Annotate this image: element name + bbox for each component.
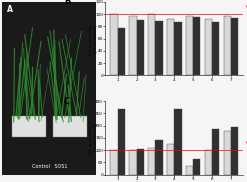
Bar <box>167 19 174 75</box>
Bar <box>118 27 125 75</box>
Text: Control   SOS1: Control SOS1 <box>32 164 67 169</box>
Y-axis label: Salt stress index II
[% of control]: Salt stress index II [% of control] <box>89 120 97 156</box>
Text: B: B <box>64 0 70 6</box>
Bar <box>129 16 137 75</box>
Text: A: A <box>7 5 13 14</box>
Text: ● Control (100%): ● Control (100%) <box>246 141 247 145</box>
Bar <box>110 150 118 175</box>
Bar <box>129 150 137 175</box>
Bar <box>110 14 118 75</box>
FancyBboxPatch shape <box>12 116 45 137</box>
Bar <box>205 19 212 75</box>
Text: ● Control (100%): ● Control (100%) <box>246 5 247 9</box>
Bar <box>174 22 182 75</box>
Bar <box>193 159 200 175</box>
Bar <box>224 130 231 175</box>
Bar <box>224 16 231 75</box>
Bar <box>193 17 200 75</box>
Bar <box>205 150 212 175</box>
Bar <box>186 166 193 175</box>
Bar <box>148 14 155 75</box>
Bar <box>231 18 238 75</box>
Bar <box>155 140 163 175</box>
Bar <box>174 108 182 175</box>
Bar <box>212 129 219 175</box>
Bar <box>186 16 193 75</box>
Bar <box>148 148 155 175</box>
Bar <box>155 21 163 75</box>
FancyBboxPatch shape <box>53 116 87 137</box>
Y-axis label: Salt stress index I
[% of control]: Salt stress index I [% of control] <box>89 21 98 56</box>
Bar <box>137 20 144 75</box>
Bar <box>167 144 174 175</box>
Bar <box>231 127 238 175</box>
Bar <box>137 149 144 175</box>
Text: C: C <box>64 97 70 106</box>
Bar <box>118 108 125 175</box>
Bar <box>212 22 219 75</box>
